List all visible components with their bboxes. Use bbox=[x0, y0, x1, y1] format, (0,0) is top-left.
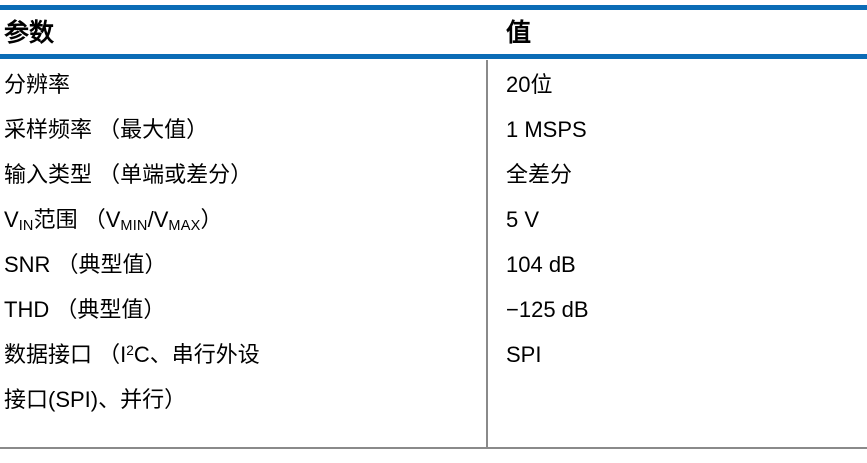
table-row: THD （典型值） −125 dB bbox=[0, 287, 867, 332]
table-bottom-rule bbox=[0, 447, 867, 449]
parameter-cell: 采样频率 （最大值） bbox=[4, 117, 209, 142]
table-top-rule bbox=[0, 5, 867, 10]
parameter-cell: 输入类型 （单端或差分） bbox=[4, 162, 253, 187]
parameter-cell: 接口(SPI)、并行） bbox=[4, 387, 187, 412]
value-cell: 全差分 bbox=[506, 162, 573, 187]
value-cell: 20位 bbox=[506, 72, 553, 97]
table-row: 接口(SPI)、并行） bbox=[0, 377, 867, 422]
value-cell: 5 V bbox=[506, 207, 540, 232]
table-row: 采样频率 （最大值） 1 MSPS bbox=[0, 107, 867, 152]
column-header-parameter: 参数 bbox=[4, 19, 55, 47]
table-row: 数据接口 （I2C、串行外设 SPI bbox=[0, 332, 867, 377]
table-row: SNR （典型值） 104 dB bbox=[0, 242, 867, 287]
column-header-value: 值 bbox=[506, 19, 532, 47]
value-cell: −125 dB bbox=[506, 297, 589, 322]
table-body: 分辨率 20位采样频率 （最大值） 1 MSPS 输入类型 （单端或差分） 全差分 VIN… bbox=[0, 62, 867, 447]
table-row: VIN范围 （VMIN/VMAX） 5 V bbox=[0, 197, 867, 242]
parameter-cell: 分辨率 bbox=[4, 72, 71, 97]
value-cell: SPI bbox=[506, 342, 542, 367]
table-header-separator-rule bbox=[0, 54, 867, 59]
table-row: 输入类型 （单端或差分） 全差分 bbox=[0, 152, 867, 197]
column-divider bbox=[486, 60, 488, 447]
table-row: 分辨率 20位 bbox=[0, 62, 867, 107]
value-cell: 104 dB bbox=[506, 252, 576, 277]
value-cell: 1 MSPS bbox=[506, 117, 587, 142]
parameter-cell: THD （典型值） bbox=[4, 297, 166, 322]
parameter-cell: 数据接口 （I2C、串行外设 bbox=[4, 342, 260, 367]
parameter-cell: VIN范围 （VMIN/VMAX） bbox=[4, 207, 223, 234]
parameter-cell: SNR （典型值） bbox=[4, 252, 167, 277]
table-header-row: 参数 值 bbox=[0, 12, 867, 54]
